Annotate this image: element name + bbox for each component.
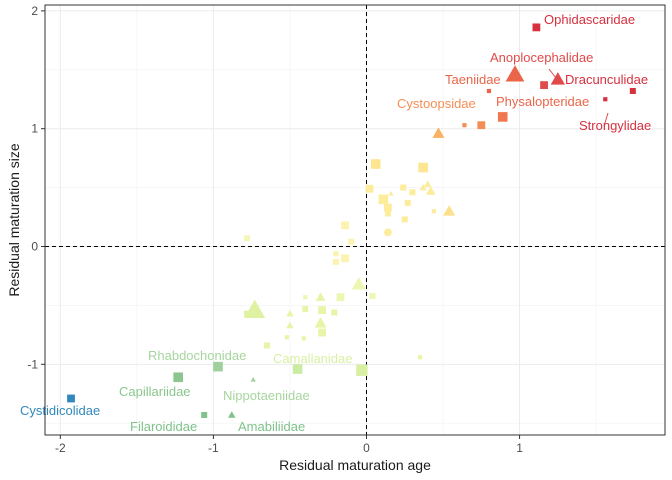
data-point (431, 209, 436, 214)
data-point (244, 235, 251, 242)
data-point (419, 183, 427, 191)
annotation-label: Physalopteridae (496, 94, 589, 109)
data-point (418, 162, 428, 173)
data-point (341, 221, 349, 230)
data-point (384, 210, 391, 217)
data-point (244, 310, 251, 317)
data-point (303, 295, 308, 300)
data-point (532, 23, 541, 32)
data-point (331, 309, 338, 316)
data-point (497, 112, 508, 122)
data-point (286, 321, 294, 329)
x-tick-label: -1 (208, 441, 219, 455)
data-point (302, 305, 309, 312)
annotation-label: Strongylidae (579, 118, 651, 133)
data-point (629, 88, 636, 94)
data-point (263, 342, 270, 349)
data-point (341, 254, 349, 263)
annotation-leader-line (603, 112, 609, 127)
data-point (284, 335, 289, 340)
data-point (67, 394, 75, 403)
y-tick-label: 2 (31, 4, 38, 18)
annotation-label: Nippotaeniidae (223, 388, 310, 403)
annotation-label: Taeniidae (445, 72, 501, 87)
annotation-leader-line (548, 68, 557, 79)
data-point (505, 65, 525, 82)
data-point (425, 186, 436, 195)
y-axis-ticks: -1 0 1 2 (27, 4, 45, 371)
annotation-label: Cystidicolidae (20, 403, 100, 418)
data-point (301, 336, 306, 341)
data-point (388, 190, 394, 196)
data-point (443, 205, 456, 216)
annotation-label: Rhabdochonidae (148, 348, 246, 363)
data-point (250, 377, 256, 382)
data-point (286, 309, 294, 317)
data-point (348, 238, 355, 245)
annotation-label: Cystoopsidae (397, 96, 476, 111)
y-tick-label: 1 (31, 122, 38, 136)
data-point (370, 159, 381, 169)
data-point (332, 258, 339, 265)
data-point (201, 411, 208, 418)
data-point (336, 293, 345, 302)
data-point (462, 123, 467, 128)
data-point (404, 199, 411, 206)
x-tick-label: 0 (363, 441, 370, 455)
plot-panel-border (44, 4, 666, 436)
x-axis-ticks: -2 -1 0 1 (55, 435, 523, 455)
data-point (401, 216, 408, 223)
plot-panel-background (45, 5, 665, 435)
data-point (365, 184, 374, 193)
y-tick-label: -1 (27, 357, 38, 371)
data-point (173, 372, 183, 383)
data-point (432, 127, 445, 138)
annotation-label: Capillariidae (119, 384, 191, 399)
data-point (351, 277, 366, 290)
data-point (369, 292, 376, 299)
data-point (332, 250, 339, 257)
data-point (417, 355, 423, 360)
data-point (315, 292, 326, 301)
point-annotations: Ophidascaridae Anoplocephalidae Taeniidae D… (20, 12, 651, 434)
y-tick-label: 0 (31, 240, 38, 254)
data-point (228, 411, 236, 418)
data-point (318, 306, 326, 315)
data-point (550, 72, 565, 85)
data-point (384, 203, 392, 212)
data-point (356, 364, 368, 376)
annotation-label: Anoplocephalidae (490, 50, 593, 65)
data-point (400, 184, 407, 191)
data-point (314, 317, 327, 328)
data-point (477, 121, 486, 130)
x-axis-title: Residual maturation age (279, 457, 431, 473)
data-point (409, 189, 416, 196)
data-point (423, 180, 432, 187)
x-tick-label: 1 (516, 441, 523, 455)
data-point (384, 228, 392, 237)
annotation-label: Amabiliidae (238, 419, 305, 434)
reference-lines (45, 5, 665, 435)
data-point (378, 194, 389, 205)
data-point (318, 328, 326, 337)
data-point (292, 364, 303, 374)
data-point (540, 81, 548, 90)
data-point (603, 97, 608, 102)
data-point (486, 88, 492, 94)
annotation-label: Ophidascaridae (544, 12, 635, 27)
annotation-label: Dracunculidae (565, 72, 648, 87)
y-axis-title: Residual maturation size (6, 143, 22, 297)
annotation-label: Filaroididae (130, 419, 197, 434)
data-point (213, 361, 223, 372)
x-tick-label: -2 (55, 441, 66, 455)
annotation-label: Camallanidae (273, 351, 353, 366)
data-points (67, 23, 636, 418)
